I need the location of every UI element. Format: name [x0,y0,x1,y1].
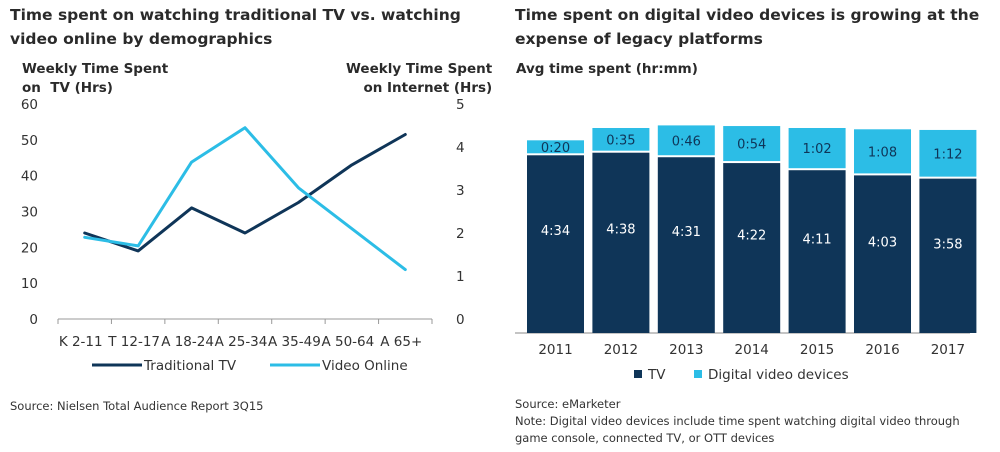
x-tick-label: 2017 [931,342,965,358]
bar-digital-2014 [723,126,781,162]
bar-chart-note-line2: game console, connected TV, or OTT devic… [515,431,775,445]
x-tick-label: A 50-64 [321,334,374,350]
bar-chart-source: Source: eMarketer Note: Digital video de… [515,396,995,447]
bar-chart-y-label: Avg time spent (hr:mm) [516,61,698,77]
bar-digital-2017 [919,129,977,177]
legend-label: Traditional TV [143,358,237,374]
x-tick-label: K 2-11 [59,334,103,350]
left-y-tick-label: 0 [29,312,38,328]
right-axis-title: Weekly Time Spent on Internet (Hrs) [346,60,492,98]
left-axis-title-line2: on TV (Hrs) [22,80,113,96]
bar-tv-2017 [919,178,977,333]
bar-chart: 4:34 0:20 2011 4:38 0:35 2012 4:31 0:46 2013 4:22… [515,125,977,383]
bar-digital-label: 0:54 [737,138,766,153]
bar-tv-label: 4:34 [541,224,570,239]
left-y-tick-label: 50 [21,133,38,149]
bar-digital-label: 0:35 [606,133,635,148]
x-tick-label: 2015 [800,342,834,358]
right-axis-title-line1: Weekly Time Spent [346,61,493,77]
x-tick-label: A 25-34 [215,334,268,350]
x-tick-label: A 65+ [380,334,422,350]
right-y-tick-label: 0 [456,312,465,328]
legend-label: TV [647,367,666,383]
bar-digital-2011 [527,140,584,154]
right-y-tick-label: 3 [456,183,465,199]
bar-tv-label: 4:11 [802,233,831,248]
left-y-tick-label: 10 [21,276,38,292]
left-y-tick-label: 20 [21,240,38,256]
bar-tv-label: 4:38 [606,222,635,237]
bar-tv-2012 [592,152,650,333]
bar-digital-label: 1:02 [802,142,831,157]
line-chart-panel: Time spent on watching traditional TV vs… [10,6,492,413]
x-tick-label: 2012 [604,342,638,358]
line-chart-source: Source: Nielsen Total Audience Report 3Q… [10,399,264,413]
bar-digital-label: 0:46 [672,134,701,149]
right-y-tick-label: 4 [456,140,465,156]
bar-tv-2011 [527,155,584,333]
bar-tv-label: 4:31 [672,225,701,240]
left-axis-title-line1: Weekly Time Spent [22,61,169,77]
bar-digital-label: 0:20 [541,141,570,156]
x-tick-label: 2011 [538,342,572,358]
legend-label: Video Online [322,358,408,374]
left-y-tick-label: 40 [21,169,38,185]
x-tick-label: A 18-24 [161,334,214,350]
series-line-traditional-tv [83,133,407,253]
bar-tv-label: 3:58 [933,237,962,252]
left-y-tick-label: 60 [21,97,38,113]
legend-swatch-tv [634,370,642,378]
bar-tv-label: 4:22 [737,228,766,243]
bar-chart-panel: Time spent on digital video devices is g… [500,0,1000,452]
bar-chart-source-text: Source: eMarketer [515,397,621,411]
bar-digital-2015 [788,127,846,169]
right-axis-title-line2: on Internet (Hrs) [363,80,493,96]
x-tick-label: 2013 [669,342,703,358]
right-y-tick-label: 2 [456,226,465,242]
x-tick-label: 2014 [735,342,769,358]
bar-digital-label: 1:12 [933,147,962,162]
bar-digital-2012 [592,127,650,151]
series-line-video-online [83,126,407,272]
right-y-tick-label: 1 [456,269,465,285]
x-tick-label: A 35-49 [268,334,321,350]
bar-tv-2016 [854,175,911,333]
x-tick-label: T 12-17 [107,334,160,350]
legend-swatch-digital-video-devices [694,370,702,378]
bar-tv-2013 [657,157,715,333]
bar-tv-2014 [723,163,781,333]
left-y-tick-label: 30 [21,205,38,221]
bar-digital-2016 [854,129,911,174]
bar-chart-title: Time spent on digital video devices is g… [515,6,980,48]
left-axis-title: Weekly Time Spent on TV (Hrs) [22,60,168,98]
bar-tv-2015 [788,170,846,333]
legend-label: Digital video devices [708,367,849,383]
x-tick-label: 2016 [865,342,899,358]
bar-tv-label: 4:03 [868,236,897,251]
right-y-tick-label: 5 [456,97,465,113]
bar-digital-2013 [657,125,715,156]
line-chart-title: Time spent on watching traditional TV vs… [10,6,461,48]
bar-digital-label: 1:08 [868,145,897,160]
bar-chart-note-line1: Note: Digital video devices include time… [515,414,960,428]
